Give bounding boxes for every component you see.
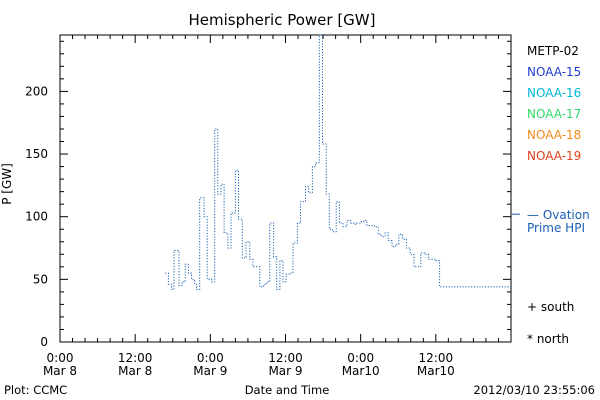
y-axis-ticks: 0 50 100 150 200 <box>25 40 511 349</box>
x-tick-label-time: 0:00 <box>47 351 74 365</box>
footer-plot-label: Plot: CCMC <box>4 383 67 397</box>
x-tick-label-time: 0:00 <box>347 351 374 365</box>
legend-item: NOAA-19 <box>527 149 581 163</box>
legend-item: METP-02 <box>527 44 579 58</box>
x-tick-label-date: Mar 8 <box>43 364 77 378</box>
reference-label-line2: Prime HPI <box>527 221 585 235</box>
legend-item: NOAA-15 <box>527 65 581 79</box>
y-axis-title: P [GW] <box>0 163 14 205</box>
reference-label-line1: — Ovation <box>527 208 590 222</box>
marker-legend-item: * north <box>527 332 569 346</box>
data-series <box>165 34 511 290</box>
chart-title: Hemispheric Power [GW] <box>189 11 376 29</box>
legend: METP-02 NOAA-15 NOAA-16 NOAA-17 NOAA-18 NOAA-… <box>527 44 581 163</box>
x-tick-label-date: Mar 9 <box>268 364 302 378</box>
footer-timestamp: 2012/03/10 23:55:06 <box>473 383 595 397</box>
marker-legend: + south * north <box>527 300 574 346</box>
x-axis-title: Date and Time <box>245 383 330 397</box>
y-tick-label: 200 <box>25 84 48 98</box>
series-line-ovation <box>165 34 511 290</box>
x-tick-label-date: Mar10 <box>417 364 455 378</box>
y-tick-label: 100 <box>25 210 48 224</box>
legend-item: NOAA-16 <box>527 86 581 100</box>
x-tick-label-date: Mar10 <box>342 364 380 378</box>
x-tick-label-time: 0:00 <box>197 351 224 365</box>
plot-axes <box>59 34 512 343</box>
legend-item: NOAA-18 <box>527 128 581 142</box>
x-tick-label-time: 12:00 <box>118 351 153 365</box>
x-tick-label-date: Mar 8 <box>118 364 152 378</box>
y-tick-label: 150 <box>25 147 48 161</box>
x-tick-label-time: 12:00 <box>419 351 454 365</box>
y-tick-label: 0 <box>40 335 48 349</box>
y-tick-label: 50 <box>33 272 48 286</box>
x-tick-label-time: 12:00 <box>268 351 303 365</box>
plot-frame <box>59 34 512 343</box>
x-tick-label-date: Mar 9 <box>193 364 227 378</box>
marker-legend-item: + south <box>527 300 574 314</box>
legend-item: NOAA-17 <box>527 107 581 121</box>
